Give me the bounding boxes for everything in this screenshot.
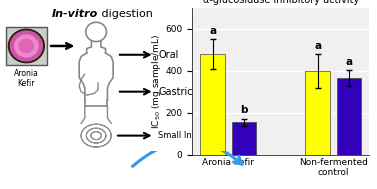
Text: Small Intestinal: Small Intestinal (158, 131, 224, 140)
FancyArrowPatch shape (133, 142, 242, 166)
Bar (337, 78, 362, 155)
Text: a: a (314, 41, 321, 51)
FancyBboxPatch shape (6, 27, 47, 65)
Text: a: a (346, 57, 353, 67)
Text: Oral: Oral (158, 50, 179, 60)
Circle shape (19, 39, 34, 53)
Title: α-glucosidase inhibitory activity: α-glucosidase inhibitory activity (203, 0, 359, 5)
Text: Gastric: Gastric (158, 87, 193, 97)
Bar (200, 54, 225, 155)
Bar (305, 71, 330, 155)
Circle shape (10, 31, 42, 61)
Text: digestion: digestion (98, 9, 153, 19)
Y-axis label: IC$_{50}$ (mg sample/mL): IC$_{50}$ (mg sample/mL) (150, 34, 162, 129)
Text: a: a (209, 26, 216, 36)
Text: In-vitro: In-vitro (52, 9, 98, 19)
Circle shape (9, 29, 44, 63)
Circle shape (15, 35, 38, 57)
Bar (232, 122, 256, 155)
Text: Aronia
Kefir: Aronia Kefir (14, 69, 39, 88)
Text: b: b (241, 105, 248, 115)
